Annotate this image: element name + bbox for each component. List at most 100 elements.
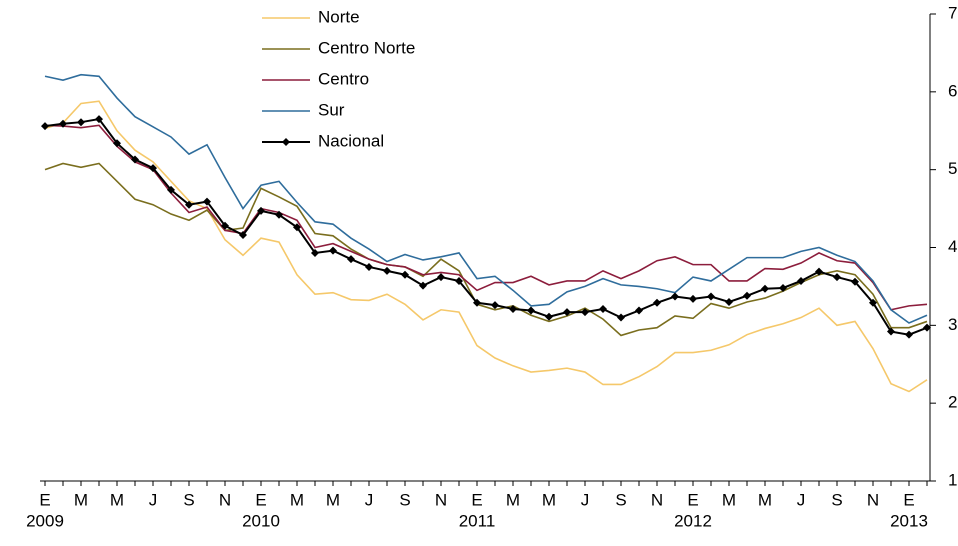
point-marker <box>455 276 463 285</box>
x-tick-label: J <box>581 490 590 509</box>
point-marker <box>293 223 301 232</box>
series-line <box>44 117 928 336</box>
point-marker <box>905 330 913 339</box>
point-marker <box>581 308 589 317</box>
point-marker <box>77 118 85 127</box>
x-tick-label: J <box>149 490 158 509</box>
point-marker <box>707 292 715 301</box>
legend-marker <box>282 138 290 146</box>
point-marker <box>257 206 265 215</box>
y-tick-label: 4 <box>948 237 957 256</box>
x-tick-label: S <box>831 490 842 509</box>
x-tick-label: S <box>183 490 194 509</box>
x-tick-label: M <box>290 490 304 509</box>
x-tick-label: M <box>506 490 520 509</box>
point-marker <box>851 277 859 286</box>
x-tick-label: E <box>39 490 50 509</box>
y-tick-label: 1 <box>948 470 957 489</box>
legend-label: Sur <box>318 100 345 119</box>
x-tick-label: M <box>74 490 88 509</box>
x-tick-label: J <box>797 490 806 509</box>
y-tick-label: 7 <box>948 3 957 22</box>
point-marker <box>743 291 751 300</box>
point-marker <box>599 304 607 313</box>
legend-label: Norte <box>318 7 360 26</box>
point-marker <box>311 248 319 257</box>
x-tick-label: N <box>435 490 447 509</box>
point-marker <box>617 313 625 322</box>
y-tick-label: 5 <box>948 159 957 178</box>
point-marker <box>869 298 877 307</box>
y-tick-label: 2 <box>948 393 957 412</box>
point-marker <box>365 262 373 271</box>
point-marker <box>95 115 103 124</box>
x-tick-label: M <box>110 490 124 509</box>
point-marker <box>113 139 121 148</box>
year-label: 2009 <box>26 511 64 530</box>
point-marker <box>131 155 139 164</box>
point-marker <box>725 297 733 306</box>
point-marker <box>671 292 679 301</box>
point-marker <box>491 301 499 310</box>
year-label: 2013 <box>890 511 928 530</box>
point-marker <box>689 294 697 303</box>
x-tick-label: M <box>326 490 340 509</box>
point-marker <box>635 306 643 315</box>
x-tick-label: N <box>219 490 231 509</box>
x-tick-label: N <box>651 490 663 509</box>
point-marker <box>923 323 931 332</box>
point-marker <box>653 298 661 307</box>
x-tick-label: E <box>255 490 266 509</box>
point-marker <box>221 221 229 230</box>
point-marker <box>779 283 787 292</box>
point-marker <box>383 266 391 275</box>
point-marker <box>329 246 337 255</box>
x-tick-label: N <box>867 490 879 509</box>
legend-label: Nacional <box>318 131 384 150</box>
point-marker <box>347 255 355 264</box>
point-marker <box>887 327 895 336</box>
x-tick-label: S <box>399 490 410 509</box>
y-tick-label: 6 <box>948 81 957 100</box>
point-marker <box>437 273 445 282</box>
x-tick-label: J <box>365 490 374 509</box>
point-marker <box>509 304 517 313</box>
point-marker <box>275 210 283 219</box>
point-marker <box>833 273 841 282</box>
point-marker <box>527 306 535 315</box>
x-tick-label: E <box>471 490 482 509</box>
series-line <box>44 73 928 324</box>
point-marker <box>149 164 157 173</box>
x-tick-label: M <box>542 490 556 509</box>
point-marker <box>545 312 553 321</box>
point-marker <box>761 284 769 293</box>
point-marker <box>815 267 823 276</box>
point-marker <box>59 119 67 128</box>
year-label: 2010 <box>242 511 280 530</box>
x-tick-label: E <box>903 490 914 509</box>
series-line <box>44 100 928 393</box>
x-tick-label: M <box>758 490 772 509</box>
point-marker <box>401 270 409 279</box>
legend-label: Centro <box>318 69 369 88</box>
y-tick-label: 3 <box>948 315 957 334</box>
point-marker <box>797 276 805 285</box>
point-marker <box>419 281 427 290</box>
point-marker <box>167 185 175 194</box>
point-marker <box>563 308 571 317</box>
legend-label: Centro Norte <box>318 38 415 57</box>
x-tick-label: S <box>615 490 626 509</box>
point-marker <box>41 122 49 131</box>
series-line <box>44 124 928 311</box>
year-label: 2011 <box>459 511 496 530</box>
point-marker <box>203 197 211 206</box>
series-line <box>44 162 928 337</box>
x-tick-label: E <box>687 490 698 509</box>
point-marker <box>239 231 247 240</box>
x-tick-label: M <box>722 490 736 509</box>
year-label: 2012 <box>674 511 712 530</box>
point-marker <box>473 298 481 307</box>
point-marker <box>185 200 193 209</box>
